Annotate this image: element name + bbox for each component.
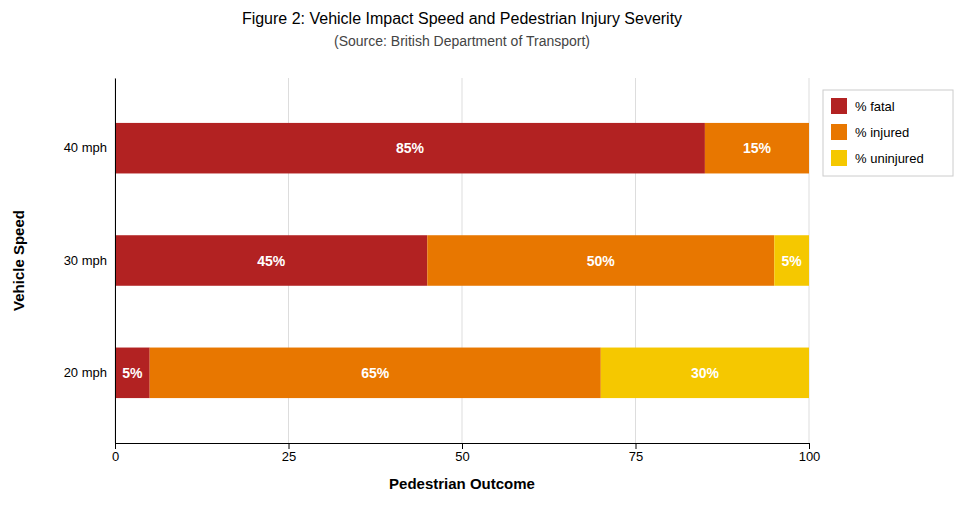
data-label: 50%	[587, 253, 616, 269]
tick-mark	[636, 443, 637, 449]
tick-label: 50	[455, 449, 469, 464]
bar	[601, 348, 809, 399]
tick: 100	[799, 443, 821, 464]
tick-mark	[462, 443, 463, 449]
data-labels: 5% 45% 85% 65% 50% 15% 30% 5%	[122, 140, 802, 381]
tick-label: 20 mph	[64, 365, 107, 380]
legend: % fatal % injured % uninjured	[823, 90, 953, 176]
chart: 5% 45% 85% 65% 50% 15% 30% 5% 0 25 50 75 100 20 mph 30…	[0, 0, 969, 505]
tick: 0	[112, 443, 119, 464]
data-label: 30%	[691, 365, 720, 381]
tick: 25	[282, 443, 296, 464]
grid	[115, 78, 809, 443]
plot: 5% 45% 85% 65% 50% 15% 30% 5% 0 25 50 75 100 20 mph 30…	[64, 78, 821, 464]
legend-swatch	[831, 124, 847, 140]
legend-swatch	[831, 98, 847, 114]
tick-mark	[289, 443, 290, 449]
tick-label: 25	[282, 449, 296, 464]
tick-label: 30 mph	[64, 253, 107, 268]
tick: 75	[629, 443, 643, 464]
legend-item: % fatal	[831, 98, 895, 114]
y-axis-title: Vehicle Speed	[10, 210, 27, 311]
tick-label: 40 mph	[64, 140, 107, 155]
x-axis: 0 25 50 75 100	[112, 443, 820, 464]
bar	[705, 123, 809, 174]
tick-label: 100	[799, 449, 821, 464]
data-label: 15%	[743, 140, 772, 156]
bar	[809, 123, 810, 174]
tick: 30 mph	[64, 253, 115, 268]
data-label: 85%	[396, 140, 425, 156]
x-axis-title: Pedestrian Outcome	[389, 475, 535, 492]
title: Figure 2: Vehicle Impact Speed and Pedes…	[242, 10, 682, 27]
data-label: 45%	[257, 253, 286, 269]
tick-label: 0	[112, 449, 119, 464]
grid-line	[115, 78, 116, 443]
tick: 40 mph	[64, 140, 115, 155]
y-axis: 20 mph 30 mph 40 mph	[64, 79, 116, 444]
tick-mark	[115, 443, 116, 449]
bars	[115, 123, 809, 398]
bar	[115, 348, 150, 399]
data-label: 5%	[782, 253, 803, 269]
tick-label: 75	[629, 449, 643, 464]
axis-domain	[115, 79, 116, 444]
bar	[115, 235, 427, 286]
bar	[774, 235, 809, 286]
bar	[115, 123, 705, 174]
bar	[150, 348, 601, 399]
legend-item: % uninjured	[831, 150, 924, 166]
data-label: 65%	[361, 365, 390, 381]
bar	[427, 235, 774, 286]
axis-domain	[116, 444, 810, 450]
legend-label: % injured	[855, 125, 909, 140]
legend-swatch	[831, 150, 847, 166]
tick: 50	[455, 443, 469, 464]
tick: 20 mph	[64, 365, 115, 380]
subtitle: (Source: British Department of Transport…	[334, 33, 590, 49]
data-label: 5%	[122, 365, 143, 381]
tick-mark	[809, 443, 810, 449]
legend-item: % injured	[831, 124, 909, 140]
legend-label: % uninjured	[855, 151, 924, 166]
legend-label: % fatal	[855, 99, 895, 114]
legend-frame	[823, 90, 953, 176]
